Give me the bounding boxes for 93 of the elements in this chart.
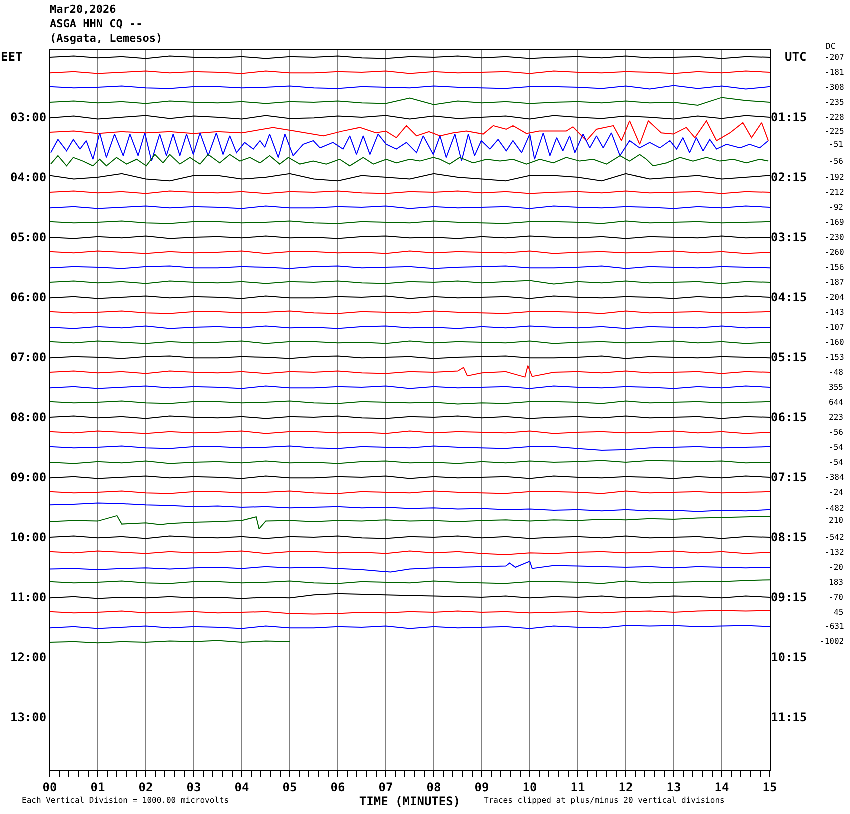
text: -228 xyxy=(825,113,844,122)
text: -207 xyxy=(825,53,844,62)
text: 183 xyxy=(829,578,844,587)
x-tick-label: 08 xyxy=(426,780,442,794)
x-tick-label: 03 xyxy=(186,780,202,794)
y2-tick-label: 08:15 xyxy=(771,530,808,545)
text: -107 xyxy=(825,323,844,332)
text: -56 xyxy=(829,157,844,166)
text: -384 xyxy=(825,473,844,482)
text: -235 xyxy=(825,98,844,107)
x-tick-label: 02 xyxy=(138,780,154,794)
text: -160 xyxy=(825,338,844,347)
x-tick-label: 01 xyxy=(90,780,106,794)
y-tick-label: 03:00 xyxy=(10,110,47,125)
text: 644 xyxy=(829,398,844,407)
text: DC xyxy=(826,42,836,51)
line-series xyxy=(50,154,770,167)
y2-tick-label: 11:15 xyxy=(771,710,808,725)
y-tick-label: 05:00 xyxy=(10,230,47,245)
y-tick-label: 06:00 xyxy=(10,290,47,305)
chart-title: Mar20,2026 ASGA HHN CQ -- (Asgata, Lemesos) xyxy=(50,3,163,45)
text: -225 xyxy=(825,127,844,136)
y2-tick-label: 04:15 xyxy=(771,290,808,305)
text: -260 xyxy=(825,248,844,257)
x-tick-label: 05 xyxy=(282,780,298,794)
line-series xyxy=(50,502,770,512)
y-tick-label: 10:00 xyxy=(10,530,47,545)
line-series xyxy=(50,365,770,378)
text: -143 xyxy=(825,308,844,317)
text: -1002 xyxy=(820,637,844,646)
x-axis-title: TIME (MINUTES) xyxy=(359,794,461,808)
y2-tick-label: 06:15 xyxy=(771,410,808,425)
text: -482 xyxy=(825,504,844,513)
text: Traces clipped at plus/minus 20 vertical divisions xyxy=(484,796,726,805)
text: -156 xyxy=(825,263,844,272)
y2-tick-label: 07:15 xyxy=(771,470,808,485)
x-tick-label: 07 xyxy=(378,780,394,794)
y-tick-label: 09:00 xyxy=(10,470,47,485)
text: -92 xyxy=(829,203,844,212)
x-tick-label: 13 xyxy=(666,780,682,794)
line-series xyxy=(50,515,770,530)
x-tick-label: 06 xyxy=(330,780,346,794)
y2-tick-label: 02:15 xyxy=(771,170,808,185)
text: -48 xyxy=(829,368,844,377)
line-series xyxy=(50,97,770,106)
text: 45 xyxy=(834,608,844,617)
text: -153 xyxy=(825,353,844,362)
x-tick-label: 09 xyxy=(474,780,490,794)
x-tick-label: 12 xyxy=(618,780,634,794)
x-tick-label: 14 xyxy=(714,780,730,794)
text: -631 xyxy=(825,622,844,631)
text: -54 xyxy=(829,443,844,452)
y-tick-label: 04:00 xyxy=(10,170,47,185)
y-axis-title: EET xyxy=(1,50,23,64)
y2-tick-label: 03:15 xyxy=(771,230,808,245)
text: 355 xyxy=(829,383,844,392)
text: -54 xyxy=(829,458,844,467)
y-tick-label: 11:00 xyxy=(10,590,47,605)
line-series xyxy=(50,120,770,145)
y2-tick-label: 01:15 xyxy=(771,110,808,125)
text: -24 xyxy=(829,488,844,497)
text: Each Vertical Division = 1000.00 microvolts xyxy=(22,796,230,805)
x-tick-label: 00 xyxy=(42,780,58,794)
x-tick-label: 04 xyxy=(234,780,250,794)
text: -169 xyxy=(825,218,844,227)
text: -132 xyxy=(825,548,844,557)
x-tick-label: 11 xyxy=(570,780,586,794)
text: 210 xyxy=(829,516,844,525)
text: -187 xyxy=(825,278,844,287)
x-tick-label: 10 xyxy=(522,780,538,794)
text: -51 xyxy=(829,140,844,149)
line-series xyxy=(50,561,770,573)
text: -20 xyxy=(829,563,844,572)
y2-tick-label: 10:15 xyxy=(771,650,808,665)
text: -192 xyxy=(825,173,844,182)
y2-tick-label: 05:15 xyxy=(771,350,808,365)
y2-tick-label: 09:15 xyxy=(771,590,808,605)
text: -308 xyxy=(825,83,844,92)
line-series xyxy=(50,132,770,162)
text: -204 xyxy=(825,293,844,302)
y-tick-label: 08:00 xyxy=(10,410,47,425)
text: -212 xyxy=(825,188,844,197)
y-tick-label: 12:00 xyxy=(10,650,47,665)
y-tick-label: 07:00 xyxy=(10,350,47,365)
x-tick-label: 15 xyxy=(762,780,778,794)
y2-axis-title: UTC xyxy=(785,50,807,64)
text: -230 xyxy=(825,233,844,242)
text: -56 xyxy=(829,428,844,437)
text: -70 xyxy=(829,593,844,602)
text: 223 xyxy=(829,413,844,422)
text: -181 xyxy=(825,68,844,77)
y-tick-label: 13:00 xyxy=(10,710,47,725)
text: -542 xyxy=(825,533,844,542)
